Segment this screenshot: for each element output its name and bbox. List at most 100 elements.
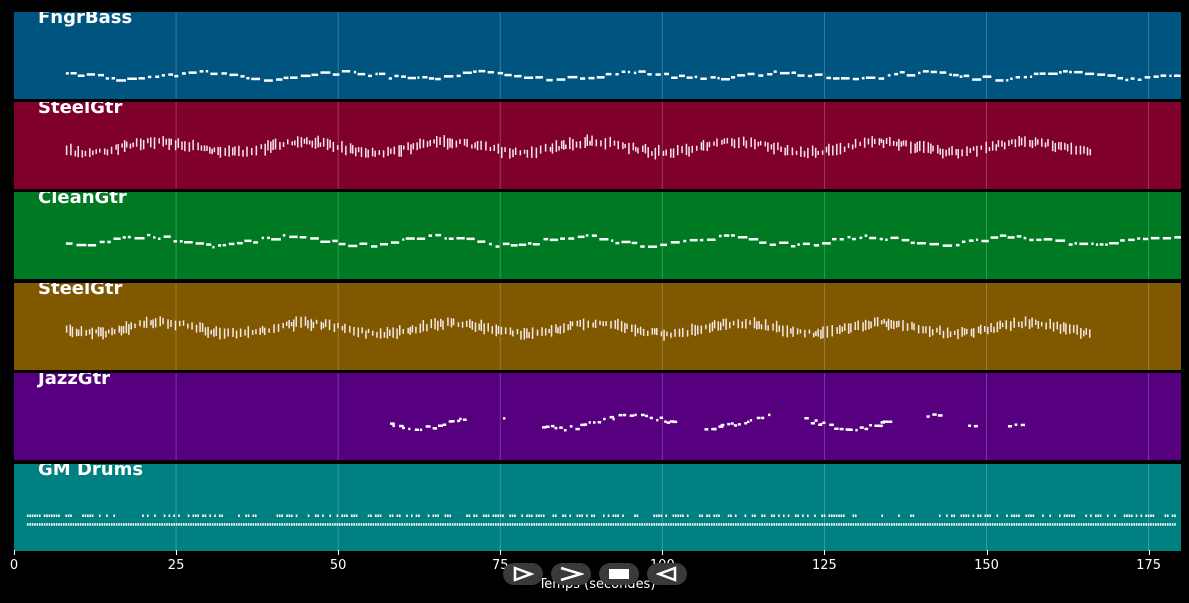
note [770,514,773,517]
note [492,514,495,517]
note [790,328,792,334]
rewind-button[interactable] [647,563,687,585]
note [495,245,500,248]
note [677,514,679,517]
note [859,523,862,526]
note [223,328,226,339]
note [151,523,154,526]
note [1164,514,1167,517]
note [1037,139,1039,145]
stop-button[interactable] [599,563,639,585]
note [1106,523,1109,526]
rewind-icon [656,566,677,582]
note [182,320,185,326]
note [425,425,431,428]
note [1059,71,1062,74]
note [943,523,946,526]
note [832,145,834,156]
track-4[interactable]: SteelGtr [14,283,1181,370]
note [721,78,730,81]
note [767,413,771,417]
note [341,70,351,73]
note [213,147,216,153]
note [226,523,228,526]
note [161,74,165,77]
note [784,147,786,156]
note [466,237,475,241]
note [963,328,966,336]
note [677,523,679,526]
note [402,238,405,241]
note [590,523,593,526]
note [998,523,1001,526]
note [162,317,164,325]
note [804,329,806,338]
note [138,77,145,80]
track-6[interactable]: GM Drums [14,464,1181,551]
note [320,71,331,74]
note [26,523,29,526]
note [422,139,425,148]
note [1063,523,1066,526]
note [167,319,169,329]
note [502,514,504,517]
note [422,76,428,79]
track-2[interactable]: SteelGtr [14,102,1181,189]
note [246,77,250,80]
note [1174,523,1176,526]
note [722,318,725,327]
note [1048,72,1058,75]
note [371,147,374,157]
note [1074,242,1078,245]
note [701,523,703,526]
note [1023,236,1027,240]
note [635,146,637,152]
note [710,76,716,79]
note [809,523,811,526]
note [730,523,732,526]
track-5[interactable]: JazzGtr [14,373,1181,460]
note [810,422,816,425]
note [107,329,110,334]
track-1[interactable]: FngrBass [14,12,1181,99]
note [283,523,286,526]
note [732,523,735,526]
note [1140,514,1143,517]
note [168,138,170,150]
note [883,318,885,324]
note [882,139,885,148]
note [953,330,956,335]
note [660,514,663,517]
note [142,514,144,517]
note [838,514,840,517]
note [92,150,94,156]
note [1027,523,1030,526]
note [526,149,529,158]
note [641,523,643,526]
note [341,514,343,517]
note [475,523,478,526]
note [1041,138,1043,147]
note [706,523,708,526]
note [577,235,585,239]
note [181,141,183,150]
track-3[interactable]: CleanGtr [14,192,1181,279]
note [1034,137,1037,147]
play-button[interactable] [503,563,543,585]
note [205,70,209,73]
note [621,240,631,244]
note [1044,523,1047,526]
note [676,145,679,156]
note [43,523,46,526]
note [910,523,912,526]
note [514,74,522,78]
note [975,238,979,241]
fast-forward-button[interactable] [551,563,591,585]
x-tick-mark [14,550,15,555]
note [836,327,838,334]
note [555,140,558,152]
note [195,242,204,245]
note [422,523,425,526]
note [407,142,409,151]
note [105,77,109,80]
